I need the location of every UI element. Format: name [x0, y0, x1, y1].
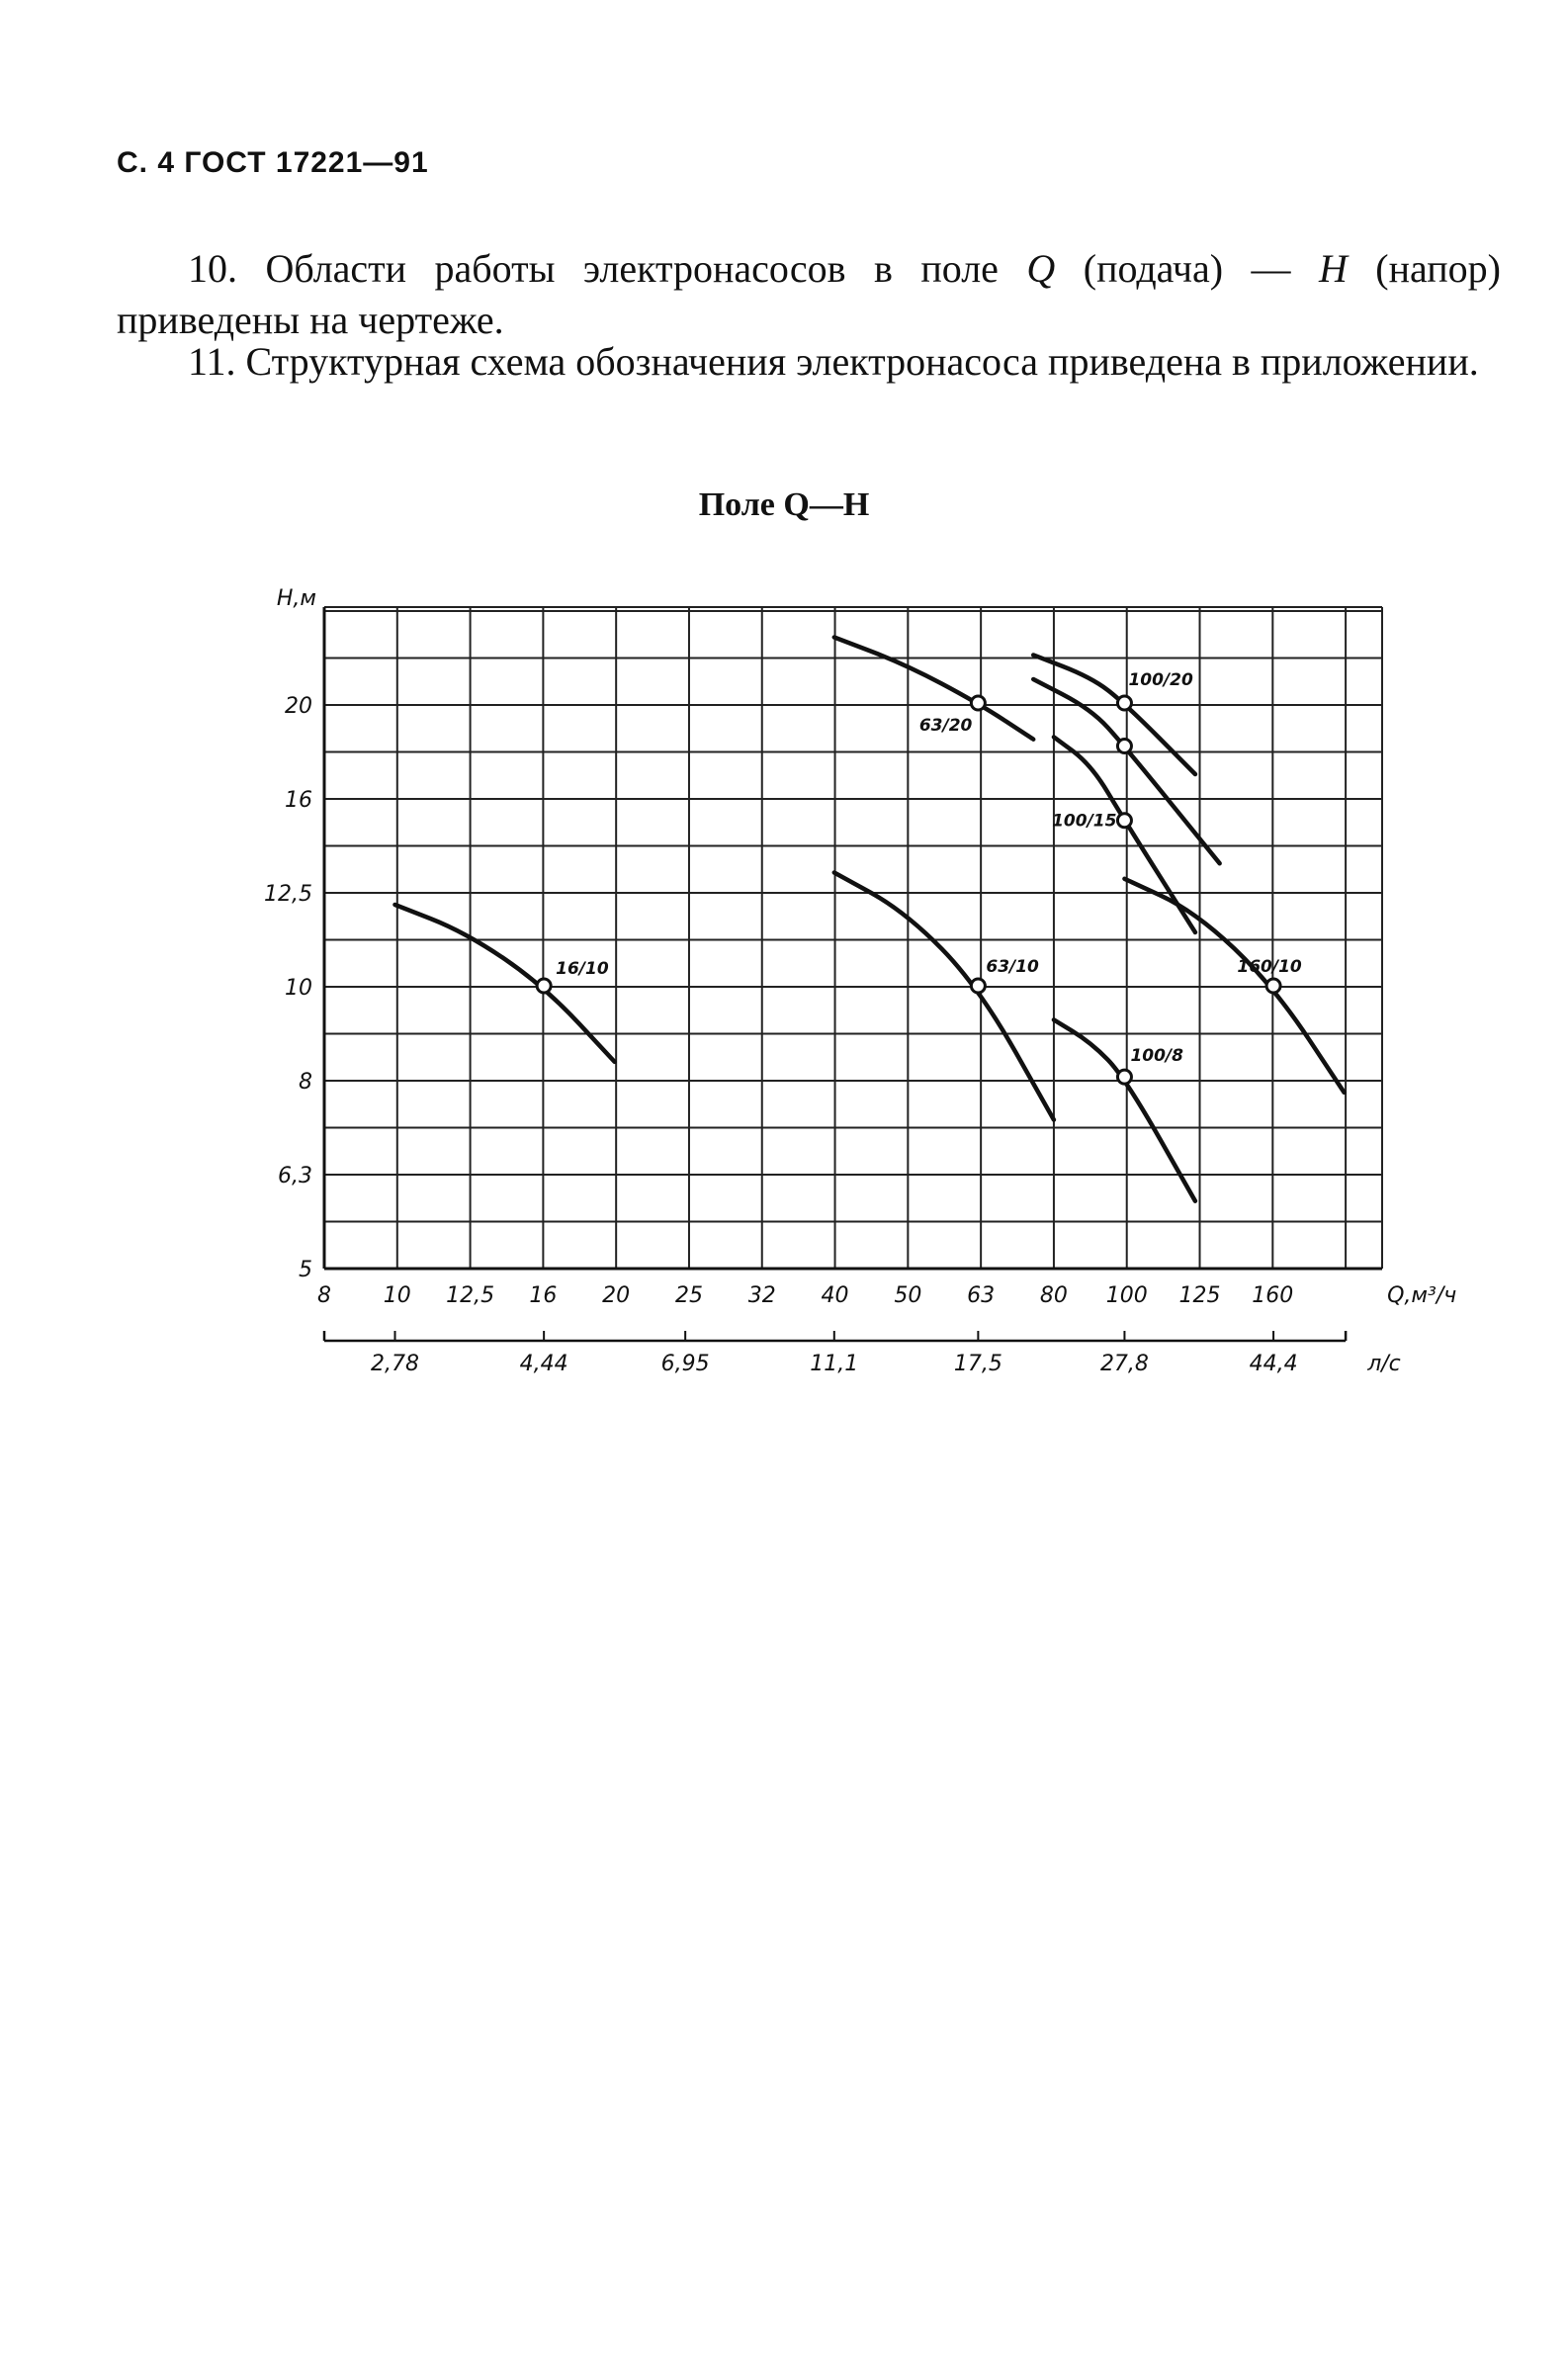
y-tick-label: 10: [285, 976, 312, 1001]
x-tick-label: 40: [822, 1283, 849, 1308]
curve-label: 16/10: [556, 959, 609, 979]
paragraph-10: 10. Области работы электронасосов в поле…: [117, 243, 1501, 346]
y-tick-label: 8: [299, 1070, 312, 1095]
x2-tick-label: 11,1: [810, 1352, 858, 1376]
rated-point: [969, 694, 987, 712]
x2-tick-label: 17,5: [954, 1352, 1002, 1376]
curve-label: 100/20: [1128, 670, 1193, 690]
rated-point: [1115, 694, 1133, 712]
para10-text-3: (напор) приведены на чертеже.: [117, 246, 1501, 342]
x-tick-label: 12,5: [446, 1283, 494, 1308]
rated-point: [1264, 977, 1282, 995]
x2-tick-label: 4,44: [520, 1352, 568, 1376]
curve-16-10: [392, 902, 617, 1065]
para10-text-2: (подача) —: [1055, 246, 1319, 291]
curve-label: 100/8: [1130, 1046, 1183, 1066]
rated-point: [1115, 812, 1133, 830]
curve-label: 63/20: [919, 716, 973, 736]
para10-h: H: [1318, 246, 1348, 291]
chart-title: Поле Q—H: [698, 486, 870, 523]
x-tick-label: 10: [384, 1283, 411, 1308]
curve-100-20: [1031, 653, 1198, 777]
x2-tick-label: 2,78: [371, 1352, 419, 1376]
x-tick-label: 25: [675, 1283, 703, 1308]
x-tick-label: 32: [748, 1283, 776, 1308]
x-tick-label: 160: [1252, 1283, 1293, 1308]
rated-point: [1115, 1068, 1133, 1086]
rated-point: [535, 977, 553, 995]
para10-text-1: Области работы электронасосов в поле: [265, 246, 1027, 291]
paragraph-11: 11. Структурная схема обозначения электр…: [117, 336, 1501, 388]
y-tick-label: 5: [299, 1258, 312, 1282]
x-tick-label: 63: [967, 1283, 995, 1308]
para11-text: Структурная схема обозначения электронас…: [245, 339, 1479, 384]
x-tick-label: 125: [1179, 1283, 1221, 1308]
curve-label: 63/10: [986, 957, 1039, 977]
x-tick-label: 100: [1106, 1283, 1148, 1308]
x2-tick-label: 44,4: [1250, 1352, 1298, 1376]
x-tick-label: 50: [894, 1283, 921, 1308]
x-axis-label: Q,м³/ч: [1387, 1283, 1456, 1308]
page-header: С. 4 ГОСТ 17221—91: [117, 146, 429, 179]
x2-tick-label: 27,8: [1100, 1352, 1149, 1376]
x2-tick-label: 6,95: [661, 1352, 710, 1376]
curve-100-8: [1051, 1017, 1198, 1203]
para10-q: Q: [1026, 246, 1056, 291]
x-tick-label: 20: [602, 1283, 630, 1308]
curve-160-10: [1122, 876, 1347, 1096]
para11-number: 11.: [188, 339, 236, 384]
curve-63-10: [831, 870, 1057, 1122]
x-tick-label: 80: [1040, 1283, 1068, 1308]
curve-label: 160/10: [1237, 957, 1302, 977]
rated-point: [1115, 738, 1133, 755]
y-tick-label: 6,3: [278, 1164, 312, 1188]
curve-63-20: [831, 635, 1036, 742]
y-tick-label: 20: [285, 694, 312, 719]
x-tick-label: 16: [529, 1283, 557, 1308]
y-tick-label: 12,5: [264, 882, 312, 907]
y-tick-label: 16: [285, 788, 312, 813]
rated-point: [969, 977, 987, 995]
x2-axis-label: л/с: [1366, 1352, 1401, 1376]
x-tick-label: 8: [317, 1283, 331, 1308]
curve-label: 100/15: [1052, 812, 1116, 832]
curve-unlabeled: [1031, 676, 1222, 866]
y-axis-label: H,м: [277, 586, 316, 611]
para10-number: 10.: [188, 246, 237, 291]
